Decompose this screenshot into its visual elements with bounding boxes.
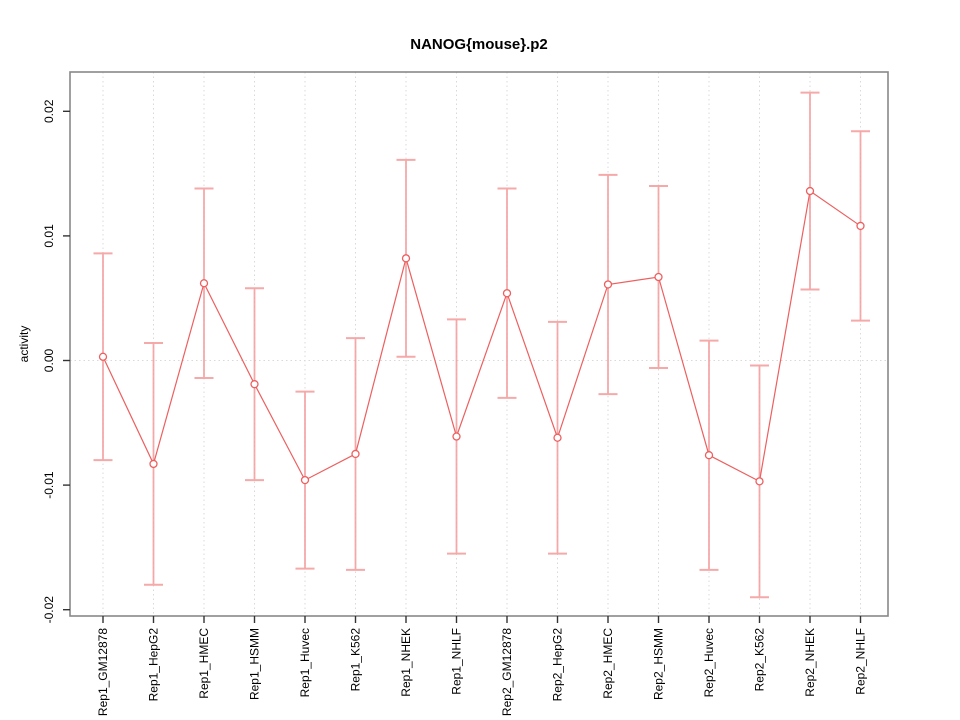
data-point	[856, 221, 865, 231]
data-point	[98, 352, 108, 361]
x-tick-label: Rep1_HMEC	[197, 628, 211, 699]
data-point	[250, 380, 259, 389]
x-tick-label: Rep1_HSMM	[248, 628, 262, 700]
data-point	[755, 477, 764, 486]
x-tick-label: Rep1_HepG2	[147, 628, 161, 702]
x-tick-label: Rep2_GM12878	[500, 628, 514, 716]
y-tick-label: -0.01	[42, 471, 56, 499]
y-tick-label: 0.00	[42, 348, 56, 372]
axis-ticks-and-labels: 0.02 0.01 0.00 -0.01 -0.02 Rep1_GM12878 Rep1_H…	[42, 99, 868, 716]
x-tick-label: Rep1_NHLF	[450, 628, 464, 695]
data-point	[553, 433, 562, 442]
y-tick-label: 0.01	[42, 224, 56, 248]
data-point	[704, 451, 714, 460]
x-tick-label: Rep1_K562	[349, 628, 363, 692]
y-tick-label: -0.02	[42, 596, 56, 624]
data-point	[654, 272, 663, 282]
plot-border	[69, 71, 889, 617]
data-point	[502, 289, 512, 298]
x-tick-label: Rep2_HSMM	[652, 628, 666, 700]
gridlines	[70, 72, 888, 616]
data-series	[93, 91, 870, 599]
x-tick-label: Rep2_Huvec	[702, 628, 716, 697]
x-tick-label: Rep2_HMEC	[601, 628, 615, 699]
data-point	[199, 279, 209, 288]
data-point	[149, 459, 158, 469]
y-axis-label: activity	[17, 326, 31, 363]
y-tick-label: 0.02	[42, 99, 56, 123]
x-tick-label: Rep2_HepG2	[551, 628, 565, 702]
series-line	[102, 190, 861, 483]
data-point	[603, 280, 613, 289]
data-point	[452, 432, 461, 441]
x-tick-label: Rep2_NHEK	[803, 628, 817, 697]
data-point	[300, 475, 310, 485]
x-tick-label: Rep2_K562	[753, 628, 767, 692]
x-tick-label: Rep1_NHEK	[399, 628, 413, 697]
data-point	[805, 186, 815, 196]
x-tick-label: Rep1_GM12878	[96, 628, 110, 716]
data-point	[401, 254, 411, 263]
x-tick-label: Rep2_NHLF	[854, 628, 868, 695]
data-point	[351, 449, 360, 459]
x-tick-label: Rep1_Huvec	[298, 628, 312, 697]
chart-title: NANOG{mouse}.p2	[410, 36, 548, 53]
